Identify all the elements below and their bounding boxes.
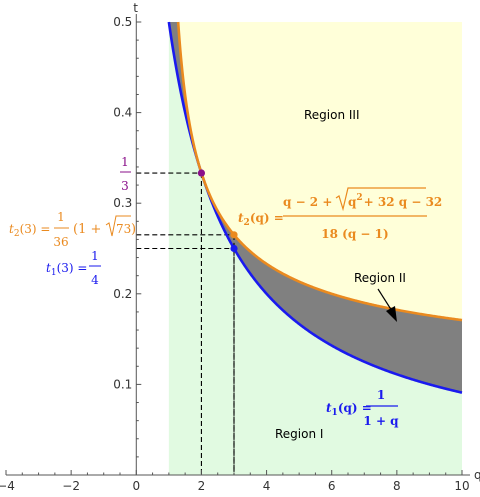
svg-text:t2(q) =: t2(q) =: [238, 211, 284, 228]
svg-text:1: 1: [121, 155, 129, 169]
svg-text:3: 3: [121, 179, 129, 193]
svg-text:1: 1: [91, 249, 99, 263]
svg-text:t2(3) =: t2(3) =: [9, 222, 50, 239]
svg-text:73: 73: [116, 222, 131, 236]
marked-point: [230, 231, 238, 239]
x-tick-label: −4: [0, 479, 15, 493]
region-ii-fill: [201, 173, 462, 393]
region-i-label: Region I: [275, 427, 323, 441]
region-iii-label: Region III: [304, 108, 360, 122]
svg-text:q − 2 +: q − 2 +: [283, 195, 332, 209]
series-t1-line: [167, 21, 463, 394]
svg-text:t1(3) =: t1(3) =: [46, 261, 87, 278]
marked-point: [197, 169, 206, 177]
svg-text:4: 4: [91, 273, 99, 287]
x-tick-label: −2: [62, 479, 80, 493]
annotation-t1-at-3: t1(3) = 1 4: [46, 249, 101, 287]
x-tick-label: 6: [328, 479, 336, 493]
x-tick-label: 10: [454, 479, 469, 493]
annotation-t2-at-3: t2(3) = 1 36 (1 + 73 ): [9, 210, 136, 249]
tick-labels: −4 −2 0 2 4 6 8 10 0.1 0.2 0.3 0.4 0.5: [0, 15, 470, 493]
y-tick-label: 0.4: [113, 106, 132, 120]
region-iii-fill: [178, 22, 462, 321]
svg-text:(1 +: (1 +: [73, 222, 101, 237]
annotation-t1-formula: t1(q) = 1 1 + q: [326, 388, 399, 428]
axes: [5, 14, 470, 476]
x-tick-label: 0: [132, 479, 140, 493]
svg-text:1: 1: [57, 210, 65, 224]
svg-text:q2+ 32 q − 32: q2+ 32 q − 32: [348, 193, 442, 209]
marked-points: [197, 169, 238, 253]
guide-lines: [136, 172, 235, 475]
region-ii-arrow: [377, 288, 397, 322]
marked-point: [230, 244, 238, 253]
x-tick-label: 8: [393, 479, 401, 493]
y-tick-label: 0.5: [113, 15, 132, 29]
y-tick-label: 0.1: [113, 377, 132, 391]
y-tick-label: 0.2: [113, 287, 132, 301]
y-tick-label: 0.3: [113, 196, 132, 210]
annotation-t2-formula: t2(q) = q − 2 + q2+ 32 q − 32 18 (q − 1): [238, 187, 442, 241]
svg-text:1: 1: [377, 388, 385, 402]
svg-text:1 + q: 1 + q: [363, 414, 399, 428]
x-tick-label: 2: [198, 479, 206, 493]
annotation-one-third: 1 3: [120, 155, 131, 193]
x-tick-label: 4: [263, 479, 271, 493]
svg-text:t1(q) =: t1(q) =: [326, 401, 372, 418]
region-ii-label: Region II: [354, 271, 406, 285]
svg-text:18 (q − 1): 18 (q − 1): [321, 227, 388, 241]
series-t2-line: [176, 21, 463, 322]
y-axis-label: t: [133, 1, 138, 15]
x-axis-label: q: [474, 468, 480, 482]
svg-text:36: 36: [53, 235, 68, 249]
svg-text:): ): [131, 222, 136, 237]
